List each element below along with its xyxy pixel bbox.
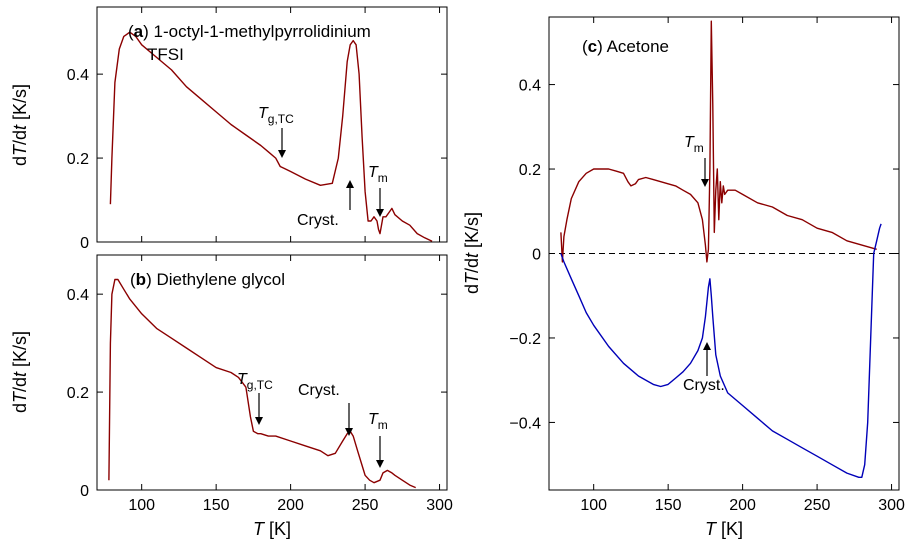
y-tick-label-c-3: 0.2	[519, 162, 541, 179]
panel-b-title: (b) Diethylene glycol	[130, 270, 285, 289]
annot-a-tm: Tm	[368, 164, 388, 185]
annot-a-tg-arrowhead	[278, 150, 286, 158]
annot-b-tm: Tm	[368, 411, 388, 432]
panel-b-frame	[96, 254, 448, 491]
series-line-c-0	[560, 20, 877, 263]
series-line-b-0	[108, 278, 416, 489]
panel-c-ticks: 100 150 200 250 300 −0.4 −0.2 0 0.2 0.4	[509, 17, 905, 514]
annot-c-cryst-arrowhead	[703, 342, 711, 350]
annot-b-tm-arrowhead	[376, 460, 384, 468]
x-tick-label-b-300: 300	[426, 497, 453, 514]
annot-a-tm-arrowhead	[376, 209, 384, 217]
y-tick-label-b-2: 0.4	[67, 287, 89, 304]
annot-c-tm-arrowhead	[701, 179, 709, 187]
panel-b-title-text: Diethylene glycol	[156, 270, 285, 289]
x-tick-label-b-250: 250	[352, 497, 379, 514]
panel-c: 100 150 200 250 300 −0.4 −0.2 0 0.2 0.4 (c) Aceto…	[462, 16, 905, 539]
panel-b-xlabel: T [K]	[253, 519, 291, 539]
y-tick-label-a-0: 0	[80, 235, 89, 252]
panel-a-title-text: 1-octyl-1-methylpyrrolidinium	[154, 22, 371, 41]
panel-c-title-text: Acetone	[607, 37, 669, 56]
series-line-a-0	[109, 31, 433, 242]
panel-b-ticks: 100 150 200 250 300 0 0.2 0.4	[67, 255, 453, 514]
panel-a-series	[109, 31, 433, 242]
x-tick-label-b-100: 100	[128, 497, 155, 514]
panel-a-title-line2: TFSI	[147, 45, 184, 64]
annot-c-tm: Tm	[684, 134, 704, 155]
annot-b-cryst-arrowhead	[345, 428, 353, 436]
x-tick-label-c-100: 100	[580, 497, 607, 514]
y-tick-label-a-1: 0.2	[67, 151, 89, 168]
annot-a-tg: Tg,TC	[258, 105, 294, 126]
annot-a-cryst-arrowhead	[346, 180, 354, 188]
x-tick-label-b-200: 200	[277, 497, 304, 514]
x-tick-label-c-300: 300	[878, 497, 905, 514]
panel-c-series	[549, 20, 899, 478]
panel-a-ylabel: dT/dt [K/s]	[10, 84, 30, 166]
annot-a-cryst: Cryst.	[297, 212, 339, 229]
y-tick-label-b-1: 0.2	[67, 385, 89, 402]
panel-c-title: (c) Acetone	[582, 37, 669, 56]
panel-b-letter: b	[136, 270, 146, 289]
panel-b-ylabel: dT/dt [K/s]	[10, 331, 30, 413]
panel-c-xlabel: T [K]	[705, 519, 743, 539]
panel-c-letter: c	[588, 37, 597, 56]
annot-b-tg-arrowhead	[255, 417, 263, 425]
panel-a-title: (a) 1-octyl-1-methylpyrrolidinium	[128, 22, 371, 41]
x-tick-label-c-200: 200	[729, 497, 756, 514]
x-tick-label-c-250: 250	[804, 497, 831, 514]
y-tick-label-c-2: 0	[532, 247, 541, 264]
annot-b-tg: Tg,TC	[237, 371, 273, 392]
y-tick-label-b-0: 0	[80, 483, 89, 500]
x-tick-label-c-150: 150	[655, 497, 682, 514]
annot-b-cryst: Cryst.	[298, 382, 340, 399]
series-line-c-1	[560, 223, 882, 478]
y-tick-label-c-1: −0.2	[509, 331, 541, 348]
y-tick-label-c-0: −0.4	[509, 415, 541, 432]
x-tick-label-b-150: 150	[203, 497, 230, 514]
panel-a-ticks: 0 0.2 0.4	[67, 7, 447, 252]
panel-a: 0 0.2 0.4 (a) 1-octyl-1-methylpyrrolidiniu…	[10, 6, 448, 252]
panel-a-frame	[96, 6, 448, 243]
panel-a-letter: a	[134, 22, 144, 41]
panel-b-series	[108, 278, 416, 489]
y-tick-label-c-4: 0.4	[519, 78, 541, 95]
y-tick-label-a-2: 0.4	[67, 67, 89, 84]
panel-c-ylabel: dT/dt [K/s]	[462, 212, 482, 294]
panel-b: 100 150 200 250 300 0 0.2 0.4 (b) Diethylene gl…	[10, 254, 453, 539]
annot-c-cryst: Cryst.	[683, 377, 725, 394]
